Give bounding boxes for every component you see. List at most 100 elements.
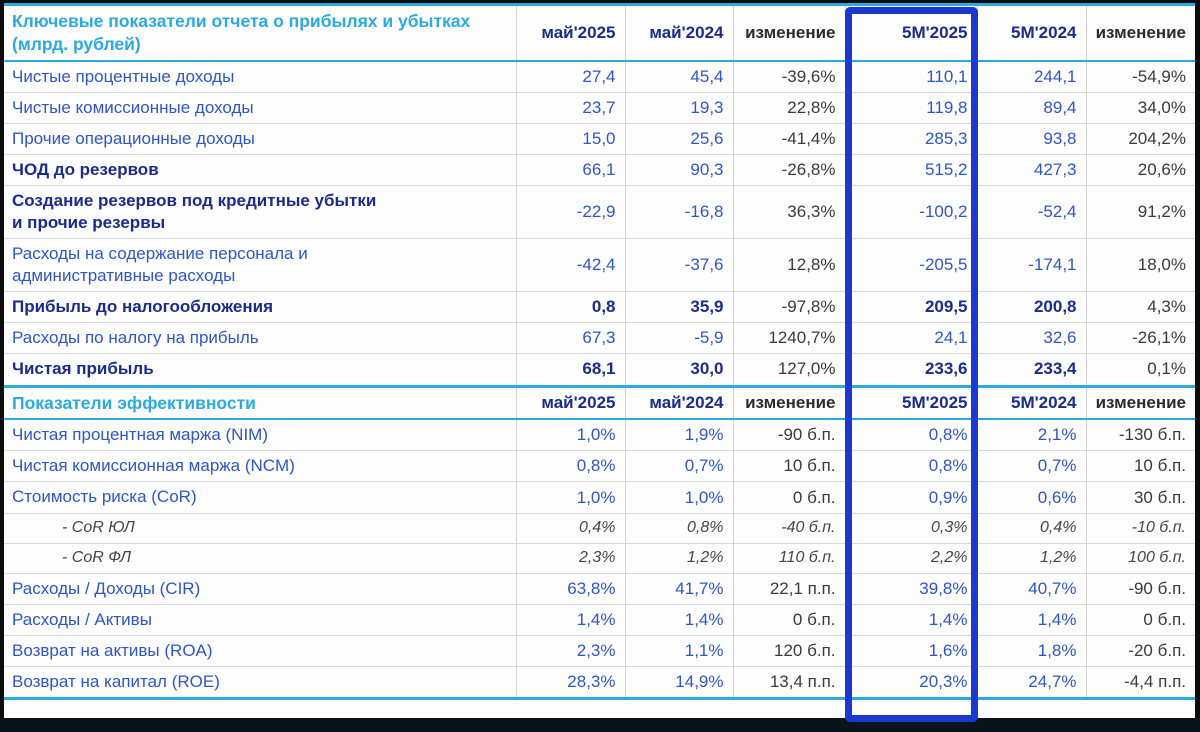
row-label: Чистые процентные доходы [4, 60, 516, 93]
cell-value: 0,6% [976, 481, 1086, 514]
cell-value: 233,4 [976, 353, 1086, 387]
cell-value: 25,6 [624, 122, 733, 155]
table-row: Чистая комиссионная маржа (NCM) 0,8% 0,7% 1… [4, 450, 1195, 482]
cell-value: 1,2% [624, 542, 733, 574]
cell-change: 120 б.п. [732, 634, 845, 667]
cell-value: 23,7 [515, 91, 625, 124]
cell-value: 63,8% [515, 572, 625, 605]
cell-value: 1,1% [624, 634, 733, 667]
cell-value: 1,4% [976, 603, 1086, 636]
cell-change: -40 б.п. [732, 512, 845, 544]
row-label: - CoR ФЛ [4, 542, 516, 574]
cell-change: -90 б.п. [1085, 572, 1195, 605]
cell-value: -37,6 [624, 238, 733, 292]
row-label: Возврат на активы (ROA) [4, 634, 516, 667]
cell-value: 28,3% [515, 665, 625, 699]
cell-value: -52,4 [976, 184, 1086, 239]
cell-change: 10 б.п. [732, 450, 845, 482]
cell-value: 39,8% [844, 572, 977, 605]
cell-value: 89,4 [976, 91, 1086, 124]
row-label: Расходы / Доходы (CIR) [4, 572, 516, 605]
cell-change: 110 б.п. [732, 542, 845, 574]
column-header: 5М'2025 [844, 387, 977, 420]
cell-change: -20 б.п. [1085, 634, 1195, 667]
cell-change: 20,6% [1085, 153, 1195, 186]
table-title: Показатели эффективности [12, 392, 256, 413]
table-row: Чистые комиссионные доходы 23,7 19,3 22,8% 1… [4, 91, 1195, 124]
row-label: - CoR ЮЛ [4, 512, 516, 544]
cell-value: 1,8% [976, 634, 1086, 667]
cell-change: 0,1% [1085, 353, 1195, 387]
row-label: Расходы на содержание персонала и админи… [4, 238, 516, 292]
cell-value: 1,0% [515, 481, 625, 514]
cell-change: -39,6% [732, 60, 845, 93]
cell-value: 515,2 [844, 153, 977, 186]
cell-value: 0,7% [976, 450, 1086, 482]
cell-change: -26,8% [732, 153, 845, 186]
row-label: Прочие операционные доходы [4, 122, 516, 155]
report-sheet: Ключевые показатели отчета о прибылях и … [4, 3, 1195, 718]
cell-value: 41,7% [624, 572, 733, 605]
table-row: Расходы на содержание персонала и админи… [4, 238, 1195, 292]
cell-change: 36,3% [732, 184, 845, 239]
cell-value: 0,8% [624, 512, 733, 544]
cell-value: 30,0 [624, 353, 733, 387]
cell-change: 100 б.п. [1085, 542, 1195, 574]
table-row: - CoR ФЛ 2,3% 1,2% 110 б.п. 2,2% 1,2% 100 б.п. [4, 542, 1195, 574]
column-header: изменение [732, 387, 845, 420]
efficiency-table: Показатели эффективности май'2025 май'2024… [4, 387, 1195, 700]
cell-value: 27,4 [515, 60, 625, 93]
pnl-table: Ключевые показатели отчета о прибылях и … [4, 3, 1195, 388]
table-body: Чистая процентная маржа (NIM) 1,0% 1,9% -90… [4, 418, 1195, 699]
column-header: май'2024 [624, 387, 733, 420]
cell-value: -100,2 [844, 184, 977, 239]
header-row: Показатели эффективности май'2025 май'2024… [4, 387, 1195, 420]
row-label: Расходы по налогу на прибыль [4, 322, 516, 354]
cell-change: 12,8% [732, 238, 845, 292]
cell-change: 1240,7% [732, 322, 845, 354]
cell-value: -174,1 [976, 238, 1086, 292]
header-row: Ключевые показатели отчета о прибылях и … [4, 4, 1195, 61]
bottom-bar [0, 718, 1200, 732]
table-row: Создание резервов под кредитные убытки и… [4, 184, 1195, 239]
cell-value: 19,3 [624, 91, 733, 124]
cell-value: 1,6% [844, 634, 977, 667]
cell-value: 1,4% [844, 603, 977, 636]
row-label: Создание резервов под кредитные убытки и… [4, 184, 516, 239]
cell-value: 244,1 [976, 60, 1086, 93]
table-header: Показатели эффективности май'2025 май'2024… [4, 387, 1195, 420]
table-row: Чистая прибыль 68,1 30,0 127,0% 233,6 233,4 0,… [4, 353, 1195, 387]
row-label: Чистая процентная маржа (NIM) [4, 418, 516, 451]
cell-value: 32,6 [976, 322, 1086, 354]
cell-change: 30 б.п. [1085, 481, 1195, 514]
cell-change: 4,3% [1085, 291, 1195, 323]
cell-value: 119,8 [844, 91, 977, 124]
cell-value: 66,1 [515, 153, 625, 186]
table-row: Расходы / Активы 1,4% 1,4% 0 б.п. 1,4% 1,4% 0 … [4, 603, 1195, 636]
row-label: Чистые комиссионные доходы [4, 91, 516, 124]
table-row: Чистая процентная маржа (NIM) 1,0% 1,9% -90… [4, 418, 1195, 451]
cell-value: 20,3% [844, 665, 977, 699]
cell-value: 2,1% [976, 418, 1086, 451]
row-label: Стоимость риска (CoR) [4, 481, 516, 514]
cell-value: 14,9% [624, 665, 733, 699]
cell-value: 2,3% [515, 542, 625, 574]
row-label: Расходы / Активы [4, 603, 516, 636]
cell-change: 0 б.п. [732, 481, 845, 514]
cell-value: 233,6 [844, 353, 977, 387]
cell-change: -90 б.п. [732, 418, 845, 451]
column-header: май'2025 [515, 4, 625, 61]
cell-change: 22,8% [732, 91, 845, 124]
cell-change: 0 б.п. [1085, 603, 1195, 636]
cell-value: -42,4 [515, 238, 625, 292]
column-header: изменение [1085, 387, 1195, 420]
cell-value: 1,9% [624, 418, 733, 451]
cell-change: 13,4 п.п. [732, 665, 845, 699]
table-header: Ключевые показатели отчета о прибылях и … [4, 4, 1195, 61]
cell-change: -10 б.п. [1085, 512, 1195, 544]
cell-value: 0,3% [844, 512, 977, 544]
cell-value: 93,8 [976, 122, 1086, 155]
cell-change: 0 б.п. [732, 603, 845, 636]
cell-value: 0,7% [624, 450, 733, 482]
cell-change: -130 б.п. [1085, 418, 1195, 451]
